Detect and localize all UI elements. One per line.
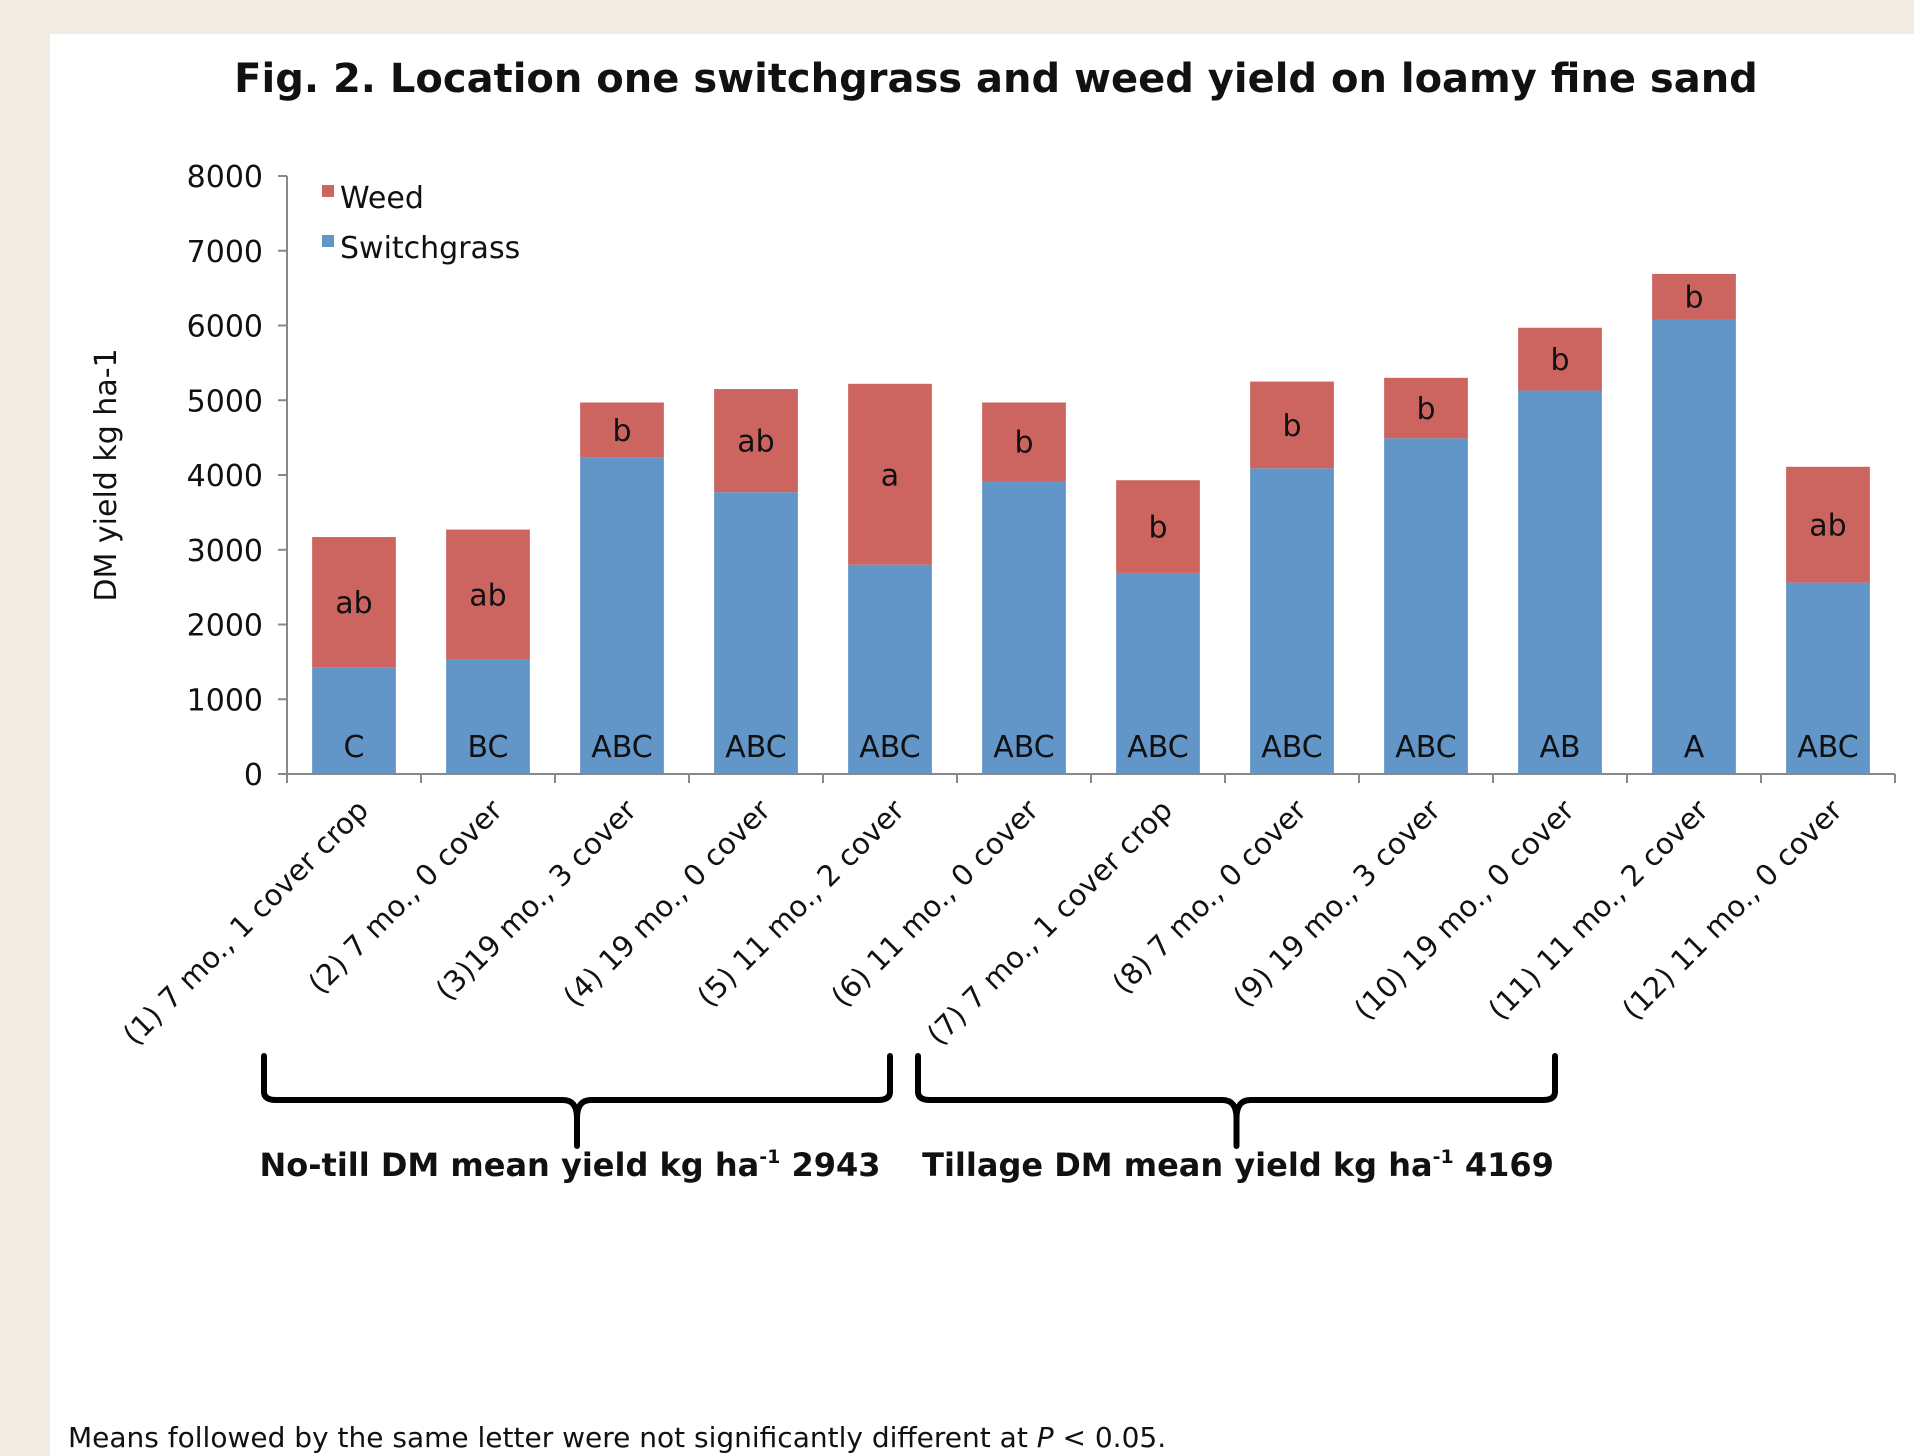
bar-switchgrass — [1116, 572, 1200, 774]
x-category-label: (10) 19 mo., 0 cover — [1347, 793, 1581, 1027]
weed-label: b — [1684, 281, 1703, 316]
legend-label: Weed — [340, 181, 424, 216]
weed-label: b — [1550, 343, 1569, 378]
bar-weed — [1652, 273, 1736, 320]
bar-switchgrass — [1518, 390, 1602, 774]
footnote-threshold: < 0.05. — [1054, 1421, 1167, 1454]
y-tick-label: 3000 — [187, 534, 263, 569]
bar-weed — [1250, 381, 1334, 469]
switchgrass-label: ABC — [725, 730, 787, 765]
bar-switchgrass — [1786, 582, 1870, 774]
bar-switchgrass — [982, 480, 1066, 774]
weed-label: a — [881, 458, 899, 493]
bar-switchgrass — [446, 659, 530, 774]
group-label-text: Tillage DM mean yield kg ha — [922, 1146, 1432, 1184]
weed-label: ab — [1809, 509, 1846, 544]
y-tick-label: 5000 — [187, 384, 263, 419]
figure-panel: Fig. 2. Location one switchgrass and wee… — [50, 34, 1914, 1456]
group-brace — [915, 1053, 1558, 1149]
group-label-sup: -1 — [1433, 1146, 1454, 1168]
group-label-value: 2943 — [780, 1146, 880, 1184]
chart: Fig. 2. Location one switchgrass and wee… — [68, 56, 1896, 1454]
y-tick-label: 4000 — [187, 459, 263, 494]
group-label-text: No-till DM mean yield kg ha — [259, 1146, 759, 1184]
legend-swatch — [322, 235, 334, 247]
legend-swatch — [322, 185, 334, 197]
weed-label: ab — [335, 586, 372, 621]
x-category-label: (7) 7 mo., 1 cover crop — [920, 793, 1179, 1052]
y-axis-label: DM yield kg ha-1 — [89, 348, 124, 601]
y-tick-label: 6000 — [187, 310, 263, 345]
weed-label: b — [1148, 511, 1167, 546]
weed-label: b — [1416, 392, 1435, 427]
footnote-text: Means followed by the same letter were n… — [68, 1421, 1037, 1454]
weed-label: ab — [737, 425, 774, 460]
group-label: No-till DM mean yield kg ha-1 2943 — [259, 1146, 880, 1184]
group-label: Tillage DM mean yield kg ha-1 4169 — [922, 1146, 1554, 1184]
bar-weed — [446, 529, 530, 660]
x-category-label: (12) 11 mo., 0 cover — [1615, 793, 1849, 1027]
y-tick-label: 0 — [244, 758, 263, 793]
switchgrass-label: C — [344, 730, 365, 765]
group-label-value: 4169 — [1454, 1146, 1554, 1184]
weed-label: b — [1014, 426, 1033, 461]
chart-title: Fig. 2. Location one switchgrass and wee… — [234, 56, 1758, 102]
weed-label: b — [1282, 409, 1301, 444]
switchgrass-label: ABC — [993, 730, 1055, 765]
switchgrass-label: A — [1684, 730, 1705, 765]
bar-switchgrass — [1384, 438, 1468, 774]
bar-switchgrass — [714, 492, 798, 774]
switchgrass-label: ABC — [1395, 730, 1457, 765]
bar-weed — [848, 383, 932, 565]
switchgrass-label: ABC — [591, 730, 653, 765]
y-tick-label: 8000 — [187, 160, 263, 195]
switchgrass-label: ABC — [859, 730, 921, 765]
switchgrass-label: AB — [1539, 730, 1580, 765]
x-category-label: (1) 7 mo., 1 cover crop — [116, 793, 375, 1052]
bar-switchgrass — [312, 667, 396, 774]
bar-switchgrass — [580, 457, 664, 774]
switchgrass-label: ABC — [1127, 730, 1189, 765]
bar-switchgrass — [1652, 319, 1736, 774]
bar-weed — [580, 402, 664, 458]
y-tick-label: 1000 — [187, 683, 263, 718]
weed-label: ab — [469, 579, 506, 614]
y-tick-label: 2000 — [187, 609, 263, 644]
bar-weed — [1116, 480, 1200, 573]
bar-weed — [714, 389, 798, 493]
switchgrass-label: ABC — [1261, 730, 1323, 765]
switchgrass-label: BC — [467, 730, 508, 765]
bar-switchgrass — [848, 564, 932, 774]
switchgrass-label: ABC — [1797, 730, 1859, 765]
legend-label: Switchgrass — [340, 231, 520, 266]
y-tick-label: 7000 — [187, 235, 263, 270]
bar-weed — [312, 537, 396, 668]
bar-switchgrass — [1250, 468, 1334, 774]
bar-weed — [982, 402, 1066, 481]
bar-weed — [1518, 327, 1602, 391]
group-brace — [261, 1053, 893, 1149]
weed-label: b — [612, 414, 631, 449]
footnote-p: P — [1037, 1421, 1054, 1454]
x-category-label: (11) 11 mo., 2 cover — [1481, 793, 1715, 1027]
group-label-sup: -1 — [759, 1146, 780, 1168]
bar-weed — [1786, 466, 1870, 583]
bar-weed — [1384, 377, 1468, 439]
footnote: Means followed by the same letter were n… — [68, 1421, 1166, 1454]
